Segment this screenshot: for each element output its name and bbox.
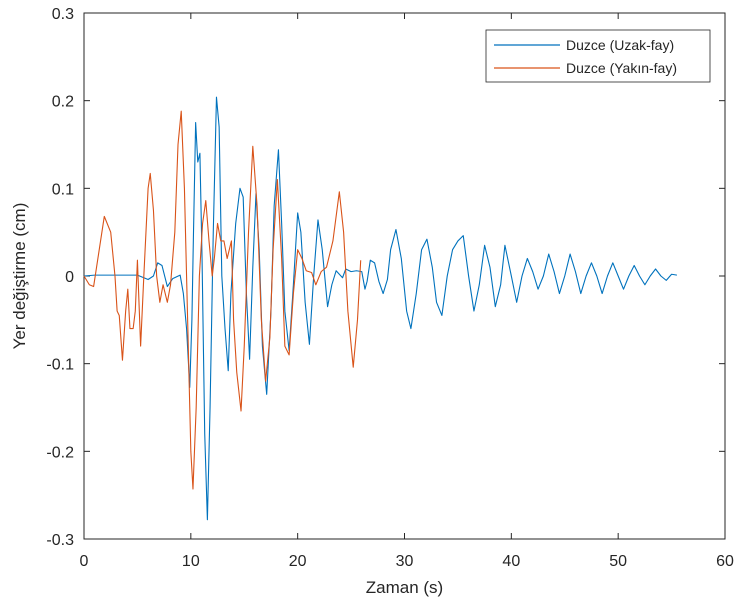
series-layer xyxy=(83,96,678,521)
legend-box xyxy=(485,29,711,83)
y-tick-label: -0.3 xyxy=(46,532,74,549)
y-tick-label: -0.2 xyxy=(46,444,74,461)
x-tick-label: 30 xyxy=(396,553,414,570)
y-tick-label: 0.1 xyxy=(52,181,74,198)
y-tick-label: 0.2 xyxy=(52,94,74,111)
x-tick-label: 40 xyxy=(502,553,520,570)
legend: Duzce (Uzak-fay) Duzce (Yakın-fay) xyxy=(485,29,711,83)
y-tick-label: -0.1 xyxy=(46,357,74,374)
x-tick-label: 20 xyxy=(289,553,307,570)
legend-label-uzak-fay: Duzce (Uzak-fay) xyxy=(566,37,674,53)
y-axis-label: Yer değiştirme (cm) xyxy=(10,203,29,350)
x-axis-ticks: 0 10 20 30 40 50 60 xyxy=(80,13,734,570)
x-axis-label: Zaman (s) xyxy=(366,578,443,597)
x-tick-label: 0 xyxy=(80,553,89,570)
x-tick-label: 10 xyxy=(182,553,200,570)
series-line-uzak-fay xyxy=(83,96,678,521)
x-tick-label: 60 xyxy=(716,553,734,570)
y-axis-ticks: 0.3 0.2 0.1 0 -0.1 -0.2 -0.3 xyxy=(46,6,725,549)
y-tick-label: 0.3 xyxy=(52,6,74,23)
series-line-yakin-fay xyxy=(83,110,362,490)
y-tick-label: 0 xyxy=(65,269,74,286)
legend-label-yakin-fay: Duzce (Yakın-fay) xyxy=(566,60,677,76)
x-tick-label: 50 xyxy=(609,553,627,570)
